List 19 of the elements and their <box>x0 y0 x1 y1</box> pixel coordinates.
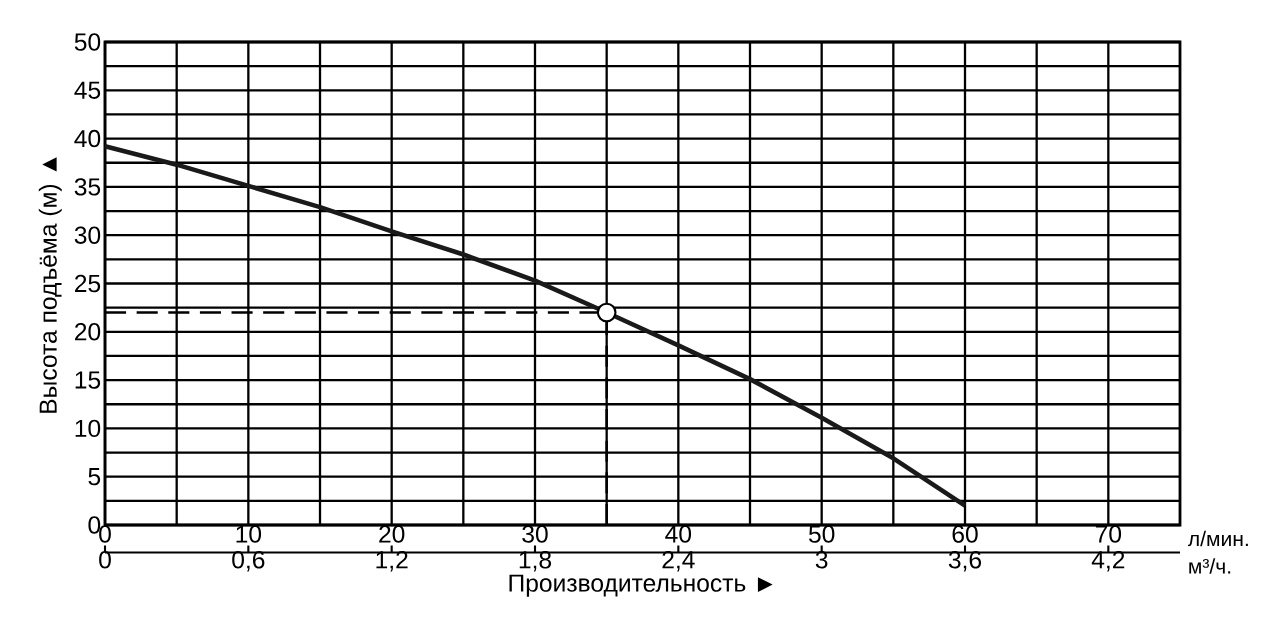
y-tick-label: 5 <box>88 468 101 486</box>
x-tick-label: 30 <box>522 525 548 543</box>
y-tick-label: 45 <box>74 81 101 99</box>
y-tick-label: 30 <box>74 226 101 244</box>
x-tick-label: 20 <box>379 525 405 543</box>
x-tick-label: 40 <box>665 525 692 543</box>
text: л/мин. <box>1187 530 1248 547</box>
y-tick-label: 15 <box>75 371 101 389</box>
y-axis-title: Высота подъёма (м) ▲ <box>38 157 62 413</box>
y-tick-label: 50 <box>74 33 101 51</box>
y-tick-label: 10 <box>75 419 101 438</box>
y-tick-label: 25 <box>75 274 101 293</box>
x-tick-label: 10 <box>236 525 262 543</box>
text: м³/ч. <box>1189 558 1231 574</box>
x-tick-label: 60 <box>952 525 978 543</box>
y-tick-label: 40 <box>74 129 101 148</box>
y-tick-label: 20 <box>75 323 101 341</box>
x-axis-title: Производительность ► <box>509 574 773 597</box>
y-tick-label: 35 <box>74 178 101 196</box>
